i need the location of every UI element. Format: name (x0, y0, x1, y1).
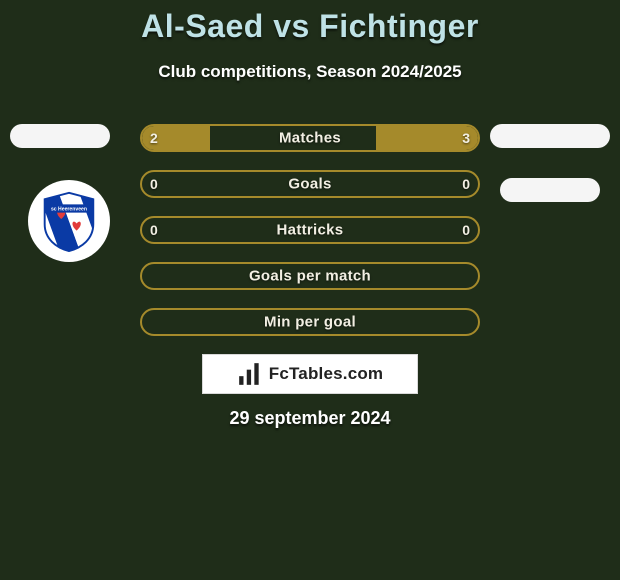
stat-row: Hattricks0 0 (140, 216, 480, 244)
stat-value-left: 2 (150, 130, 158, 146)
stat-label: Goals per match (140, 268, 480, 285)
brand-text: FcTables.com (269, 364, 384, 384)
club-badge-label: sc Heerenveen (51, 207, 87, 213)
stat-row: Min per goal (140, 308, 480, 336)
left-player-image-placeholder (10, 124, 110, 148)
brand-watermark: FcTables.com (202, 354, 418, 394)
stat-label: Hattricks (140, 222, 480, 239)
stat-label: Goals (140, 176, 480, 193)
stat-value-right: 3 (462, 130, 470, 146)
right-club-image-placeholder (500, 178, 600, 202)
comparison-infographic: Al-Saed vs Fichtinger Club competitions,… (0, 0, 620, 580)
infographic-date: 29 september 2024 (0, 408, 620, 429)
heerenveen-crest-icon: sc Heerenveen (37, 189, 101, 253)
stat-row: Matches2 3 (140, 124, 480, 152)
stat-label: Matches (140, 130, 480, 147)
stat-row: Goals per match (140, 262, 480, 290)
stat-bars: Matches23Goals00Hattricks00Goals per mat… (140, 124, 480, 354)
stat-label: Min per goal (140, 314, 480, 331)
left-club-badge: sc Heerenveen (28, 180, 110, 262)
bar-chart-icon (237, 361, 263, 387)
stat-value-left: 0 (150, 222, 158, 238)
page-title: Al-Saed vs Fichtinger (0, 8, 620, 45)
stat-value-left: 0 (150, 176, 158, 192)
stat-value-right: 0 (462, 176, 470, 192)
right-player-image-placeholder (490, 124, 610, 148)
stat-row: Goals0 0 (140, 170, 480, 198)
stat-value-right: 0 (462, 222, 470, 238)
page-subtitle: Club competitions, Season 2024/2025 (0, 62, 620, 82)
